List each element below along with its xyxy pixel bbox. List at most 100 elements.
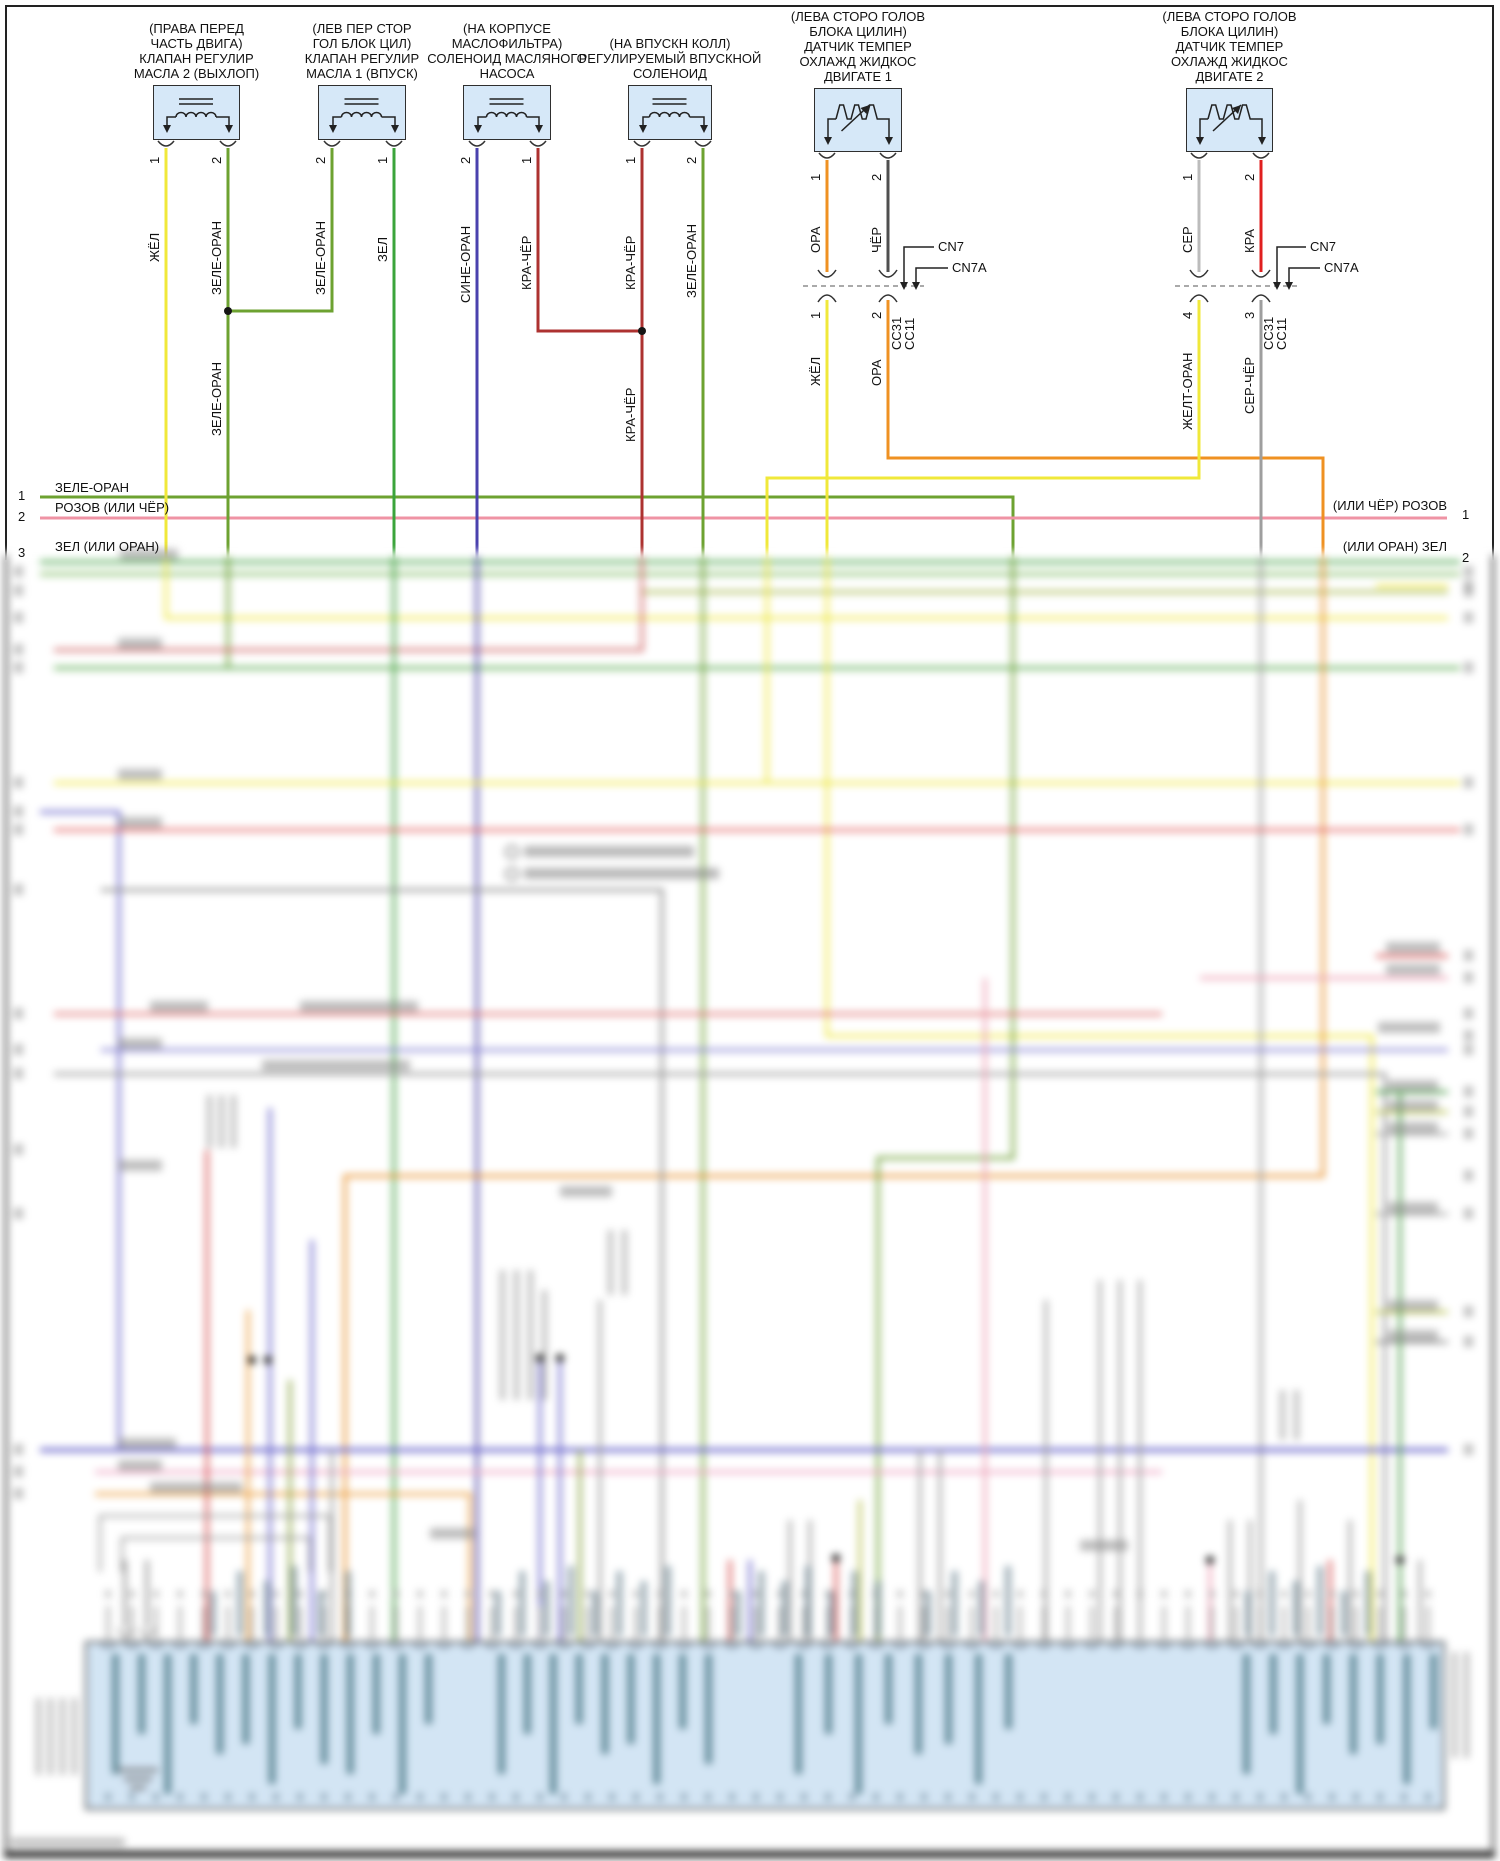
wire-color-label: ЗЕЛЕ-ОРАН xyxy=(313,220,328,295)
wire-color-label: СИНЕ-ОРАН xyxy=(458,225,473,303)
pin-socket-icon xyxy=(879,152,897,159)
pin-socket-icon xyxy=(633,140,651,147)
pin-number: 1 xyxy=(147,156,162,164)
pin-number: 2 xyxy=(313,156,328,164)
pin-socket-icon xyxy=(694,140,712,147)
arrowhead-icon xyxy=(1285,282,1293,290)
wire xyxy=(765,300,1201,561)
component-label: (ЛЕВ ПЕР СТОР ГОЛ БЛОК ЦИЛ) КЛАПАН РЕГУЛ… xyxy=(304,21,420,81)
arrowhead-icon xyxy=(474,125,482,133)
arrowhead-icon xyxy=(1232,105,1241,114)
callout-leader xyxy=(903,246,934,282)
bus-row-number: 3 xyxy=(18,545,26,560)
wire-color-label: ЧЁР xyxy=(869,226,884,253)
connector-pin-lower-icon xyxy=(1251,294,1271,303)
thermistor-zigzag-icon xyxy=(1207,104,1254,120)
wire-color-label: ЗЕЛЕ-ОРАН xyxy=(209,361,224,436)
wire-color-label: ЗЕЛЕ-ОРАН xyxy=(684,223,699,298)
component-label: (НА КОРПУСЕ МАСЛОФИЛЬТРА) СОЛЕНОИД МАСЛЯ… xyxy=(427,21,587,81)
pin-number: 2 xyxy=(869,173,884,181)
lead xyxy=(1199,118,1208,137)
wire-color-label: СЕР-ЧЁР xyxy=(1242,356,1257,414)
component-label: (НА ВПУСКН КОЛЛ) РЕГУЛИРУЕМЫЙ ВПУСКНОЙ С… xyxy=(578,36,762,81)
bus-row-label: (ИЛИ ЧЁР) РОЗОВ xyxy=(1332,498,1447,513)
lead xyxy=(689,116,705,125)
arrowhead-icon xyxy=(860,105,870,114)
callout-leader xyxy=(1276,246,1306,282)
pin-socket-icon xyxy=(1252,152,1270,159)
connector-pin-upper-icon xyxy=(817,269,837,278)
wire-color-label: КРА-ЧЁР xyxy=(623,387,638,442)
pin-socket-icon xyxy=(385,140,403,147)
component-label: (ПРАВА ПЕРЕД ЧАСТЬ ДВИГА) КЛАПАН РЕГУЛИР… xyxy=(133,21,260,81)
thermistor-zigzag-icon xyxy=(835,104,881,120)
pin-number: 2 xyxy=(209,156,224,164)
bus-row-label: ЗЕЛЕ-ОРАН xyxy=(55,480,130,495)
connector-pin-lower-icon xyxy=(1189,294,1209,303)
arrowhead-icon xyxy=(391,125,399,133)
pin-number: 2 xyxy=(869,311,884,319)
pin-number: 3 xyxy=(1242,311,1257,319)
solenoid-symbol xyxy=(318,85,406,140)
wire-color-label: ОРА xyxy=(808,226,823,253)
wire-color-label: ЗЕЛЕ-ОРАН xyxy=(209,220,224,295)
bus-row-label: (ИЛИ ОРАН) ЗЕЛ xyxy=(1342,539,1447,554)
lead xyxy=(642,116,650,125)
solenoid-symbol xyxy=(463,85,551,140)
wire xyxy=(228,148,334,313)
lead xyxy=(881,118,890,137)
component-label: (ЛЕВА СТОРО ГОЛОВ БЛОКА ЦИЛИН) ДАТЧИК ТЕ… xyxy=(790,9,926,84)
connector-pin-upper-icon xyxy=(1189,269,1209,278)
wire-color-label: КРА-ЧЁР xyxy=(519,235,534,290)
connector-pin-lower-icon xyxy=(878,294,898,303)
arrowhead-icon xyxy=(824,137,832,145)
arrowhead-icon xyxy=(1258,137,1266,145)
arrowhead-icon xyxy=(163,125,171,133)
bus-row-label: РОЗОВ (ИЛИ ЧЁР) xyxy=(55,500,170,515)
arrowhead-icon xyxy=(535,125,543,133)
pin-number: 1 xyxy=(375,156,390,164)
lead xyxy=(381,116,396,125)
junction-dot xyxy=(638,327,646,335)
connector-code-label: CC11 xyxy=(902,317,917,350)
bus-row-label: ЗЕЛ (ИЛИ ОРАН) xyxy=(55,539,160,554)
connector-pin-upper-icon xyxy=(1251,269,1271,278)
connector-name-label: CN7 xyxy=(938,239,965,254)
pin-number: 2 xyxy=(1242,173,1257,181)
coil-icon xyxy=(175,111,217,118)
connector-name-label: CN7A xyxy=(952,260,987,275)
wire-color-label: КРА-ЧЁР xyxy=(623,235,638,290)
page-frame xyxy=(5,5,1494,560)
pin-number: 1 xyxy=(808,173,823,181)
wire-color-label: ЖЕЛТ-ОРАН xyxy=(1180,352,1195,430)
callout-leader xyxy=(1288,267,1320,282)
pin-socket-icon xyxy=(219,140,237,147)
solenoid-symbol xyxy=(153,85,240,140)
connector-code-label: CC11 xyxy=(1274,317,1289,350)
solenoid-symbol xyxy=(628,85,712,140)
lead xyxy=(166,116,176,125)
wire xyxy=(536,148,642,333)
wire xyxy=(886,300,1325,561)
arrowhead-icon xyxy=(225,125,233,133)
connector-name-label: CN7 xyxy=(1310,239,1337,254)
arrowhead-icon xyxy=(912,282,920,290)
pin-number: 1 xyxy=(519,156,534,164)
wire xyxy=(40,495,1015,561)
arrowhead-icon xyxy=(639,125,647,133)
arrowhead-icon xyxy=(1196,137,1204,145)
pin-socket-icon xyxy=(818,152,836,159)
wire-color-label: ЗЕЛ xyxy=(375,236,390,262)
lead xyxy=(477,116,487,125)
pin-number: 1 xyxy=(1180,173,1195,181)
lead xyxy=(1254,118,1263,137)
pin-number: 2 xyxy=(458,156,473,164)
connector-pin-upper-icon xyxy=(878,269,898,278)
connector-pin-lower-icon xyxy=(817,294,837,303)
bus-row-number: 2 xyxy=(18,509,26,524)
coil-icon xyxy=(340,111,383,118)
wire-color-label: ОРА xyxy=(869,359,884,386)
lead xyxy=(827,118,836,137)
